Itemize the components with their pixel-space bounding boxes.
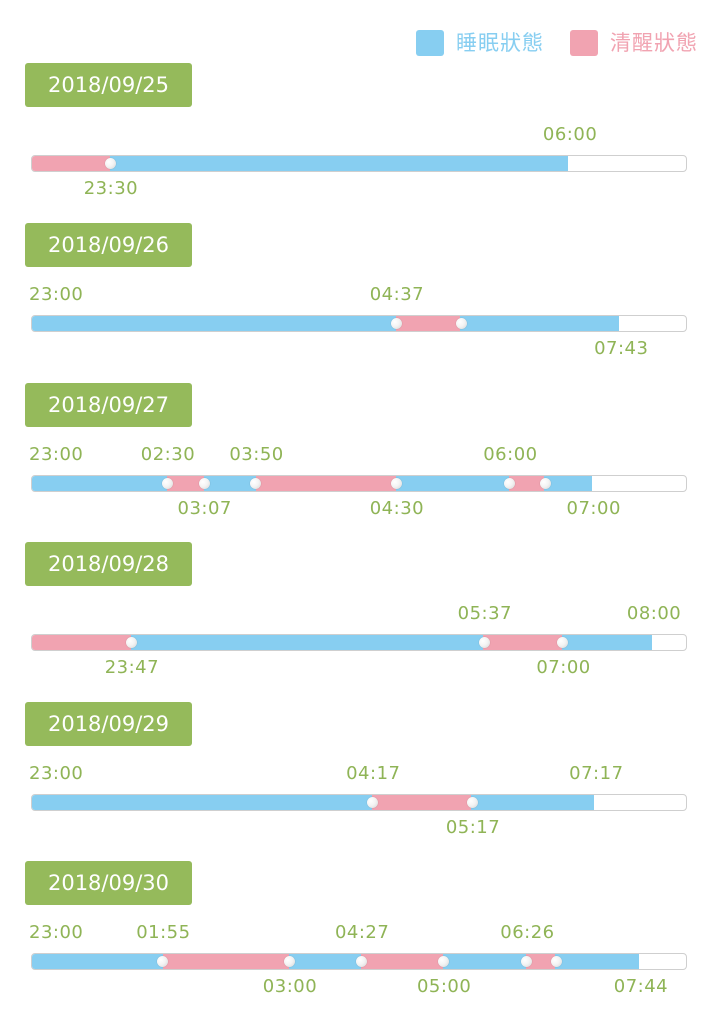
time-label-above: 06:00: [542, 124, 598, 145]
time-label-above: 03:50: [229, 444, 284, 465]
sleep-segment: [204, 476, 256, 491]
date-badge: 2018/09/28: [25, 542, 192, 586]
sleep-track: [31, 794, 687, 811]
time-label-below: 04:30: [369, 498, 425, 519]
transition-marker: [466, 797, 478, 808]
transition-marker: [504, 478, 516, 489]
sleep-track: [31, 475, 687, 492]
sleep-segment: [32, 954, 163, 969]
sleep-track: [31, 634, 687, 651]
transition-marker: [283, 956, 295, 967]
time-label-below: 07:00: [566, 498, 621, 519]
legend: 睡眠狀態 清醒狀態: [0, 26, 718, 60]
legend-awake-label: 清醒狀態: [610, 31, 698, 55]
sleep-segment: [442, 954, 526, 969]
day-row: 2018/09/28 05:37 08:00 23:47 07:00: [0, 542, 718, 702]
awake-segment: [255, 476, 396, 491]
sleep-segment: [561, 635, 652, 650]
time-label-above: 23:00: [29, 284, 84, 305]
transition-marker: [157, 956, 169, 967]
transition-marker: [478, 637, 490, 648]
time-label-above: 06:00: [483, 444, 538, 465]
day-row: 2018/09/25 06:00 23:30: [0, 63, 718, 223]
sleep-segment: [289, 954, 361, 969]
transition-marker: [125, 637, 137, 648]
awake-segment: [360, 954, 443, 969]
transition-marker: [198, 478, 210, 489]
awake-segment: [372, 795, 472, 810]
date-badge: 2018/09/27: [25, 383, 192, 427]
sleep-segment: [131, 635, 484, 650]
day-row: 2018/09/26 23:00 04:37 07:43: [0, 223, 718, 383]
sleep-segment: [110, 156, 569, 171]
time-label-above: 04:17: [346, 763, 401, 784]
transition-marker: [390, 318, 402, 329]
day-row: 2018/09/27 23:00 02:30 03:50 06:00 03:07 04:30…: [0, 383, 718, 543]
time-label-above: 23:00: [29, 922, 84, 943]
sleep-segment: [32, 795, 373, 810]
sleep-segment: [555, 954, 639, 969]
time-label-below: 05:17: [445, 817, 501, 838]
time-label-below: 03:00: [262, 976, 318, 997]
time-label-above: 23:00: [29, 444, 84, 465]
time-label-above: 06:26: [500, 922, 555, 943]
transition-marker: [455, 318, 467, 329]
awake-segment: [525, 954, 556, 969]
legend-sleep-label: 睡眠狀態: [456, 31, 544, 55]
sleep-segment: [471, 795, 595, 810]
awake-segment: [167, 476, 204, 491]
sleep-segment: [544, 476, 592, 491]
time-label-below: 07:43: [594, 338, 649, 359]
transition-marker: [367, 797, 379, 808]
transition-marker: [521, 956, 533, 967]
legend-awake-swatch: [570, 30, 598, 56]
awake-segment: [32, 635, 132, 650]
transition-marker: [250, 478, 262, 489]
sleep-segment: [32, 476, 168, 491]
time-label-below: 23:30: [83, 178, 139, 199]
transition-marker: [437, 956, 449, 967]
awake-segment: [32, 156, 111, 171]
legend-sleep-swatch: [416, 30, 444, 56]
time-label-above: 07:17: [569, 763, 624, 784]
awake-segment: [162, 954, 290, 969]
sleep-segment: [395, 476, 509, 491]
awake-segment: [395, 316, 461, 331]
time-label-above: 04:27: [334, 922, 390, 943]
transition-marker: [557, 637, 569, 648]
awake-segment: [483, 635, 562, 650]
day-row: 2018/09/29 23:00 04:17 07:17 05:17: [0, 702, 718, 862]
time-label-below: 05:00: [416, 976, 472, 997]
time-label-below: 07:44: [613, 976, 669, 997]
date-badge: 2018/09/26: [25, 223, 192, 267]
time-label-below: 03:07: [177, 498, 232, 519]
awake-segment: [508, 476, 545, 491]
time-label-below: 07:00: [536, 657, 591, 678]
time-label-above: 23:00: [29, 763, 84, 784]
sleep-track: [31, 315, 687, 332]
time-label-above: 04:37: [369, 284, 425, 305]
date-badge: 2018/09/30: [25, 861, 192, 905]
sleep-segment: [32, 316, 396, 331]
time-label-above: 01:55: [136, 922, 191, 943]
sleep-track: [31, 155, 687, 172]
transition-marker: [390, 478, 402, 489]
transition-marker: [539, 478, 551, 489]
time-label-above: 08:00: [626, 603, 682, 624]
transition-marker: [550, 956, 562, 967]
transition-marker: [104, 158, 116, 169]
time-label-above: 02:30: [140, 444, 196, 465]
date-badge: 2018/09/29: [25, 702, 192, 746]
date-badge: 2018/09/25: [25, 63, 192, 107]
transition-marker: [355, 956, 367, 967]
day-row: 2018/09/30 23:00 01:55 04:27 06:26 03:00 05:00…: [0, 861, 718, 1021]
sleep-segment: [460, 316, 620, 331]
transition-marker: [161, 478, 173, 489]
time-label-above: 05:37: [457, 603, 512, 624]
time-label-below: 23:47: [104, 657, 160, 678]
